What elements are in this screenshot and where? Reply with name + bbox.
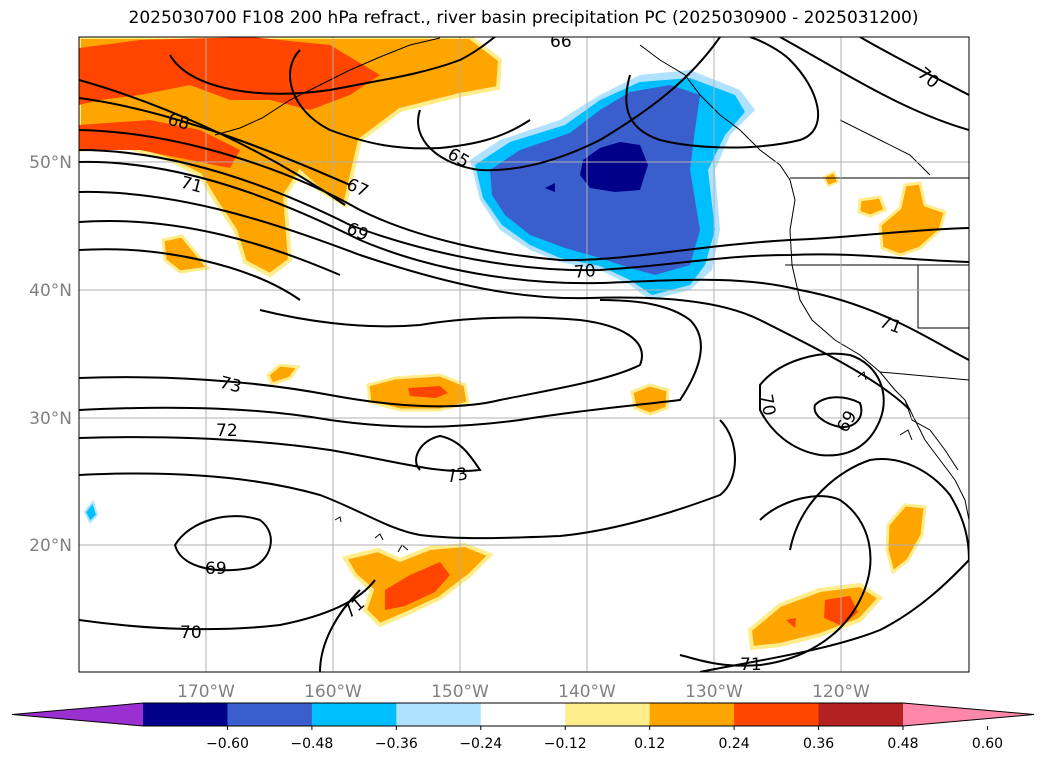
lat-label: 30°N xyxy=(29,409,72,429)
colorbar-segment xyxy=(480,703,566,726)
colorbar-tick-label: −0.36 xyxy=(375,736,418,752)
lat-label: 40°N xyxy=(29,281,72,301)
colorbar: −0.60 −0.48 −0.36 −0.24 −0.12 0.12 0.24 0.36 0.4… xyxy=(11,702,1035,752)
coastline xyxy=(639,44,969,521)
map-frame xyxy=(78,36,970,673)
colorbar-tick-label: 0.36 xyxy=(803,736,834,752)
lat-label: 50°N xyxy=(29,153,72,173)
contour-label: 66 xyxy=(550,32,572,52)
colorbar-segment xyxy=(227,703,313,726)
colorbar-outline xyxy=(11,702,1035,727)
lon-label: 170°W xyxy=(177,682,235,702)
colorbar-segment xyxy=(311,703,397,726)
colorbar-tick-label: 0.60 xyxy=(972,736,1003,752)
contour-label: 73 xyxy=(445,464,470,487)
lat-label: 20°N xyxy=(29,536,72,556)
lon-label: 140°W xyxy=(558,682,616,702)
colorbar-extend-high xyxy=(903,703,1034,726)
colorbar-segment xyxy=(734,703,820,726)
contour-label: 70 xyxy=(573,261,596,283)
colorbar-extend-low xyxy=(12,703,143,726)
colorbar-tick-label: 0.48 xyxy=(887,736,918,752)
latitude-labels: 50°N 40°N 30°N 20°N xyxy=(29,153,72,556)
contour-label: 69 xyxy=(205,559,227,579)
colorbar-tick-label: 0.12 xyxy=(634,736,665,752)
colorbar-tick-label: 0.24 xyxy=(719,736,750,752)
colorbar-tick-label: −0.24 xyxy=(459,736,502,752)
colorbar-segment xyxy=(143,703,228,726)
longitude-labels: 170°W 160°W 150°W 140°W 130°W 120°W xyxy=(177,682,870,702)
colorbar-tick-label: −0.12 xyxy=(544,736,587,752)
lon-label: 120°W xyxy=(812,682,870,702)
colorbar-segment xyxy=(649,703,735,726)
colorbar-segment xyxy=(565,703,651,726)
contour-label: 72 xyxy=(216,421,238,441)
contour-label: 70 xyxy=(755,393,778,418)
colorbar-segment xyxy=(396,703,482,726)
refractivity-contours xyxy=(79,37,969,672)
lon-label: 150°W xyxy=(431,682,489,702)
map-area: 66 70 68 65 67 71 69 70 71 73 72 73 70 6… xyxy=(79,32,969,675)
colorbar-tick-label: −0.60 xyxy=(206,736,249,752)
lon-label: 160°W xyxy=(304,682,362,702)
contour-label: 70 xyxy=(180,623,202,643)
lon-label: 130°W xyxy=(685,682,743,702)
positive-anomaly-patches xyxy=(83,170,947,651)
map-title: 2025030700 F108 200 hPa refract., river … xyxy=(128,8,919,28)
contour-label: 71 xyxy=(740,655,762,675)
colorbar-segment xyxy=(818,703,904,726)
negative-anomaly-ne-pacific xyxy=(470,70,755,300)
colorbar-tick-label: −0.48 xyxy=(290,736,333,752)
